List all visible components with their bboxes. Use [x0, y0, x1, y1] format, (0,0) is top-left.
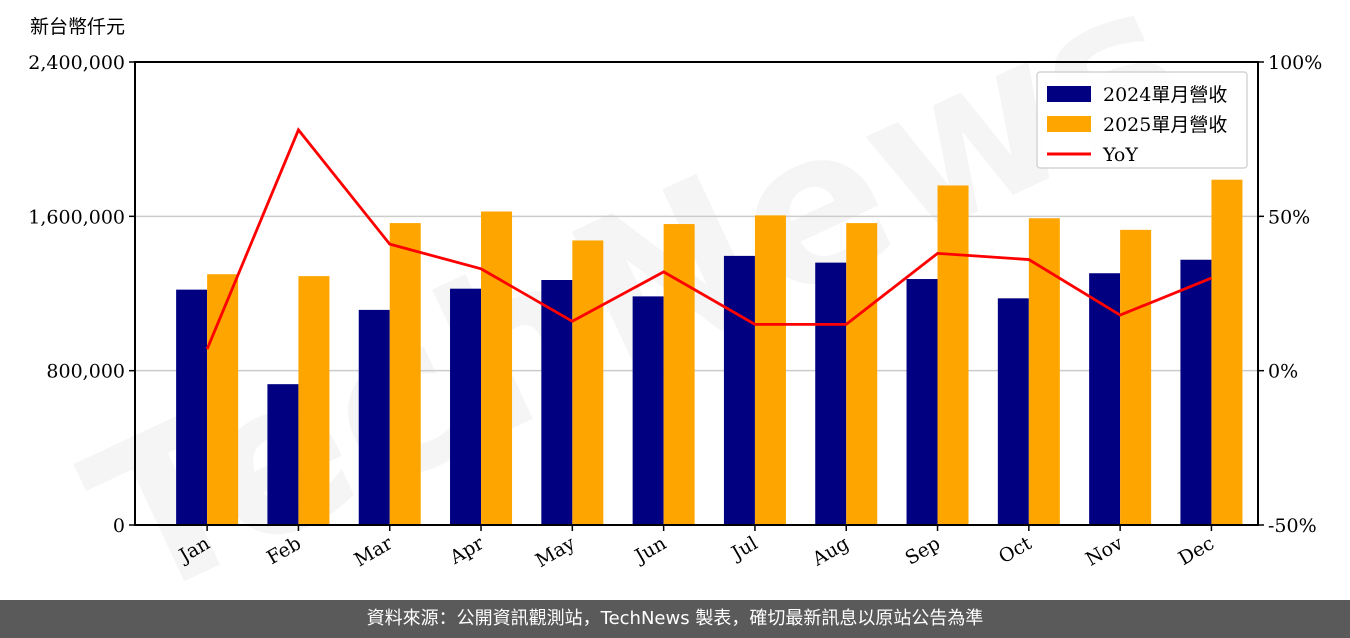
left-tick-label: 1,600,000: [28, 206, 125, 228]
bar: [481, 211, 513, 525]
right-tick-label: 100%: [1268, 52, 1322, 74]
bar: [663, 224, 695, 526]
bar: [1180, 259, 1212, 525]
bar: [298, 276, 330, 525]
x-tick-label: Dec: [1175, 532, 1218, 570]
bar: [1120, 229, 1152, 525]
plot-frame: [134, 61, 1259, 526]
right-tick-label: -50%: [1268, 515, 1317, 537]
left-tick-label: 0: [113, 515, 125, 537]
right-axis-ticks: -50% 0% 50% 100%: [1258, 52, 1322, 537]
x-tick-label: Apr: [445, 532, 488, 569]
legend-label: 2025單月營收: [1103, 114, 1227, 136]
bar: [1211, 179, 1243, 525]
bar: [723, 255, 755, 525]
left-axis-ticks: 0 800,000 1,600,000 2,400,000: [28, 52, 135, 537]
x-tick-label: May: [532, 532, 579, 572]
bar: [632, 296, 664, 525]
bar: [937, 185, 969, 525]
yoy-line-group: [205, 127, 1212, 350]
x-tick-label: Nov: [1082, 532, 1127, 571]
x-tick-label: Jul: [726, 532, 761, 565]
bar: [176, 289, 208, 525]
bar: [450, 288, 482, 525]
legend-swatch: [1047, 116, 1091, 132]
legend-label: YoY: [1102, 144, 1138, 166]
left-tick-label: 800,000: [46, 361, 125, 383]
bar: [815, 262, 847, 525]
bars: [176, 179, 1243, 526]
revenue-chart: TechNews 新台幣仟元 0800,0001,600,0002,400,00…: [28, 16, 1323, 573]
bar: [572, 240, 604, 525]
bar: [1089, 273, 1121, 525]
x-tick-label: Sep: [901, 532, 944, 569]
legend-label: 2024單月營收: [1103, 84, 1227, 106]
bar: [267, 384, 299, 525]
axes: [134, 61, 1259, 526]
bar: [1028, 218, 1060, 525]
x-tick-label: Jun: [630, 532, 671, 568]
legend-swatch: [1047, 86, 1091, 102]
bar: [997, 298, 1029, 525]
yoy-line: [205, 127, 1212, 350]
x-tick-label: Oct: [995, 532, 1036, 568]
bar: [906, 279, 938, 525]
y-axis-unit-label: 新台幣仟元: [30, 16, 125, 38]
bar: [846, 223, 878, 525]
bar: [358, 309, 390, 525]
right-tick-label: 50%: [1268, 206, 1310, 228]
bar: [541, 279, 573, 525]
source-footer: 資料來源：公開資訊觀測站，TechNews 製表，確切最新訊息以原站公告為準: [0, 600, 1350, 638]
bar: [207, 274, 239, 525]
right-tick-label: 0%: [1268, 361, 1298, 383]
bar: [754, 215, 786, 525]
left-tick-label: 2,400,000: [28, 52, 125, 74]
x-tick-label: Aug: [808, 532, 853, 571]
bar: [389, 223, 421, 525]
legend: 2024單月營收 2025單月營收 YoY: [1036, 71, 1248, 169]
